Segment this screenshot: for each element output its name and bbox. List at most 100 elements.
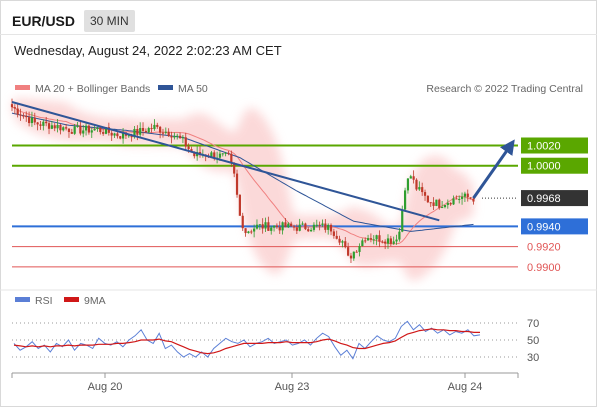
candle-body bbox=[76, 125, 79, 127]
symbol-label: EUR/USD bbox=[12, 13, 76, 29]
candle-body bbox=[255, 224, 259, 229]
candle-body bbox=[443, 204, 447, 208]
candle-body bbox=[386, 238, 390, 244]
candle-body bbox=[338, 238, 341, 243]
candle-body bbox=[30, 117, 34, 124]
candle-body bbox=[369, 238, 373, 240]
chart-header: EUR/USD 30 MIN bbox=[0, 6, 597, 36]
candle-body bbox=[67, 128, 71, 133]
candle-body bbox=[144, 130, 147, 133]
bollinger-band-area bbox=[12, 97, 474, 281]
candle-body bbox=[364, 240, 367, 242]
candle-body bbox=[121, 132, 125, 139]
x-tick-aug-20: Aug 20 bbox=[88, 381, 123, 393]
x-tick-aug-24: Aug 24 bbox=[448, 381, 483, 393]
candle-body bbox=[244, 228, 247, 234]
candle-body bbox=[315, 224, 318, 226]
candle-body bbox=[429, 202, 432, 204]
candle-body bbox=[224, 152, 227, 154]
timestamp-label: Wednesday, August 24, 2022 2:02:23 AM CE… bbox=[14, 43, 282, 58]
legend-label-ma50: MA 50 bbox=[178, 83, 208, 95]
candle-body bbox=[36, 122, 39, 125]
candle-body bbox=[119, 136, 122, 139]
candle-body bbox=[406, 178, 410, 191]
candle-body bbox=[304, 223, 307, 230]
candle-body bbox=[190, 149, 193, 153]
candle-body bbox=[284, 222, 287, 228]
candle-body bbox=[395, 239, 398, 242]
candle-body bbox=[421, 187, 424, 193]
candle-body bbox=[398, 231, 401, 240]
candle-body bbox=[39, 124, 42, 126]
candle-body bbox=[230, 153, 233, 164]
candle-body bbox=[287, 223, 290, 228]
candle-body bbox=[463, 193, 467, 197]
candlesticks bbox=[10, 98, 475, 264]
candle-body bbox=[415, 179, 418, 190]
candle-body bbox=[307, 229, 310, 232]
candle-body bbox=[221, 153, 224, 155]
candle-body bbox=[332, 231, 335, 236]
candle-body bbox=[298, 224, 301, 231]
price-label-1.0000: 1.0000 bbox=[527, 161, 561, 173]
candle-body bbox=[389, 238, 392, 244]
candle-body bbox=[187, 146, 190, 150]
candle-body bbox=[164, 131, 167, 133]
candle-body bbox=[375, 235, 378, 240]
interval-badge[interactable]: 30 MIN bbox=[84, 10, 135, 32]
legend-swatch-ma50 bbox=[158, 85, 173, 90]
header-divider bbox=[0, 34, 597, 35]
candle-body bbox=[455, 198, 458, 200]
candle-body bbox=[153, 124, 156, 130]
candle-body bbox=[449, 202, 452, 205]
candle-body bbox=[104, 127, 108, 134]
candle-body bbox=[178, 135, 182, 139]
candle-body bbox=[87, 125, 91, 133]
price-badge-1.0020 bbox=[521, 137, 588, 154]
legend-swatch-bollinger bbox=[15, 85, 30, 90]
candle-body bbox=[335, 235, 338, 239]
candle-body bbox=[267, 222, 270, 231]
candle-body bbox=[324, 223, 327, 230]
legend-label-rsi: RSI bbox=[35, 295, 53, 307]
rsi-tick-70: 70 bbox=[527, 318, 539, 330]
rsi-tick-50: 50 bbox=[527, 335, 539, 347]
rsi-tick-30: 30 bbox=[527, 352, 539, 364]
candle-body bbox=[136, 128, 139, 135]
trendline bbox=[11, 101, 440, 222]
candle-body bbox=[361, 240, 364, 247]
candle-body bbox=[275, 225, 279, 228]
candle-body bbox=[469, 197, 472, 199]
candle-body bbox=[460, 196, 464, 199]
candle-body bbox=[418, 187, 421, 190]
candle-body bbox=[70, 132, 73, 134]
candle-body bbox=[218, 153, 222, 158]
candle-body bbox=[16, 108, 19, 115]
candle-body bbox=[358, 246, 361, 252]
candle-body bbox=[423, 192, 427, 196]
price-label-1.0020: 1.0020 bbox=[527, 141, 561, 153]
candle-body bbox=[150, 128, 153, 130]
candle-body bbox=[50, 125, 53, 129]
candle-body bbox=[347, 247, 350, 256]
candle-body bbox=[102, 132, 105, 134]
candle-body bbox=[344, 241, 347, 248]
candle-body bbox=[65, 127, 68, 129]
price-label-0.9940: 0.9940 bbox=[527, 221, 561, 233]
candle-body bbox=[156, 124, 159, 127]
candle-body bbox=[56, 124, 59, 129]
candle-body bbox=[141, 128, 145, 131]
candle-body bbox=[107, 127, 110, 133]
candle-body bbox=[301, 223, 304, 225]
candle-body bbox=[441, 207, 444, 209]
candle-body bbox=[184, 137, 187, 147]
candle-body bbox=[250, 231, 253, 233]
candle-body bbox=[93, 128, 96, 131]
candle-body bbox=[42, 121, 45, 126]
candle-body bbox=[295, 227, 298, 231]
candle-body bbox=[349, 255, 353, 259]
candle-body bbox=[45, 121, 48, 124]
candle-body bbox=[59, 124, 62, 131]
candle-body bbox=[130, 135, 133, 138]
